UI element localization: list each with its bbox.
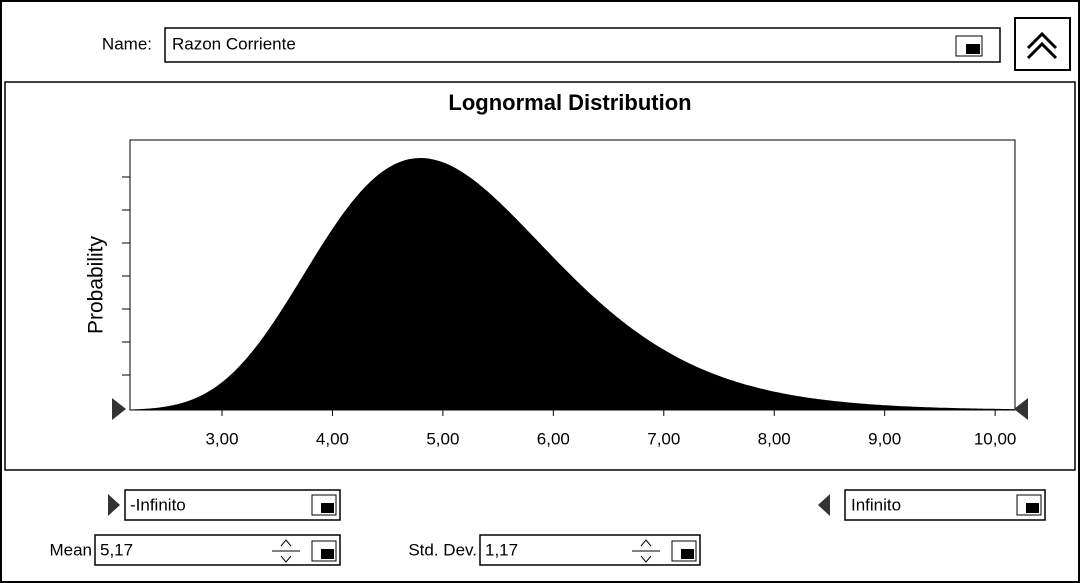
cell-ref-icon[interactable] [1016, 494, 1042, 516]
x-tick-label: 5,00 [426, 429, 459, 448]
cell-ref-icon[interactable] [311, 540, 337, 562]
upper-arrow [818, 494, 830, 516]
cell-ref-icon[interactable] [311, 494, 337, 516]
left-slider[interactable] [112, 398, 126, 420]
x-tick-label: 8,00 [758, 429, 791, 448]
spinner[interactable] [632, 539, 660, 563]
x-tick-label: 3,00 [205, 429, 238, 448]
std-label: Std. Dev. [408, 540, 477, 559]
x-tick-label: 9,00 [868, 429, 901, 448]
x-tick-label: 6,00 [537, 429, 570, 448]
x-tick-label: 4,00 [316, 429, 349, 448]
distribution-area [130, 158, 1015, 410]
chevron-icon [1026, 31, 1058, 60]
mean-label: Mean [49, 540, 92, 559]
lower-arrow [108, 494, 120, 516]
name-label: Name: [102, 34, 152, 53]
upper-bound-field[interactable] [844, 489, 1046, 521]
cell-ref-icon[interactable] [955, 35, 983, 57]
std-field[interactable] [479, 534, 701, 566]
spinner[interactable] [272, 539, 300, 563]
name-field[interactable] [164, 27, 1001, 63]
upper-bound-value: Infinito [851, 495, 901, 514]
mean-field[interactable] [94, 534, 341, 566]
y-axis-label: Probability [85, 235, 108, 334]
right-slider[interactable] [1014, 398, 1028, 420]
x-tick-label: 7,00 [647, 429, 680, 448]
lower-bound-value: -Infinito [130, 495, 186, 514]
name-value: Razon Corriente [172, 34, 296, 53]
x-tick-label: 10,00 [974, 429, 1017, 448]
chart-title: Lognormal Distribution [448, 90, 691, 115]
std-value: 1,17 [485, 540, 518, 559]
cell-ref-icon[interactable] [671, 540, 697, 562]
lower-bound-field[interactable] [124, 489, 341, 521]
mean-value: 5,17 [100, 540, 133, 559]
y-ticks [122, 176, 130, 376]
